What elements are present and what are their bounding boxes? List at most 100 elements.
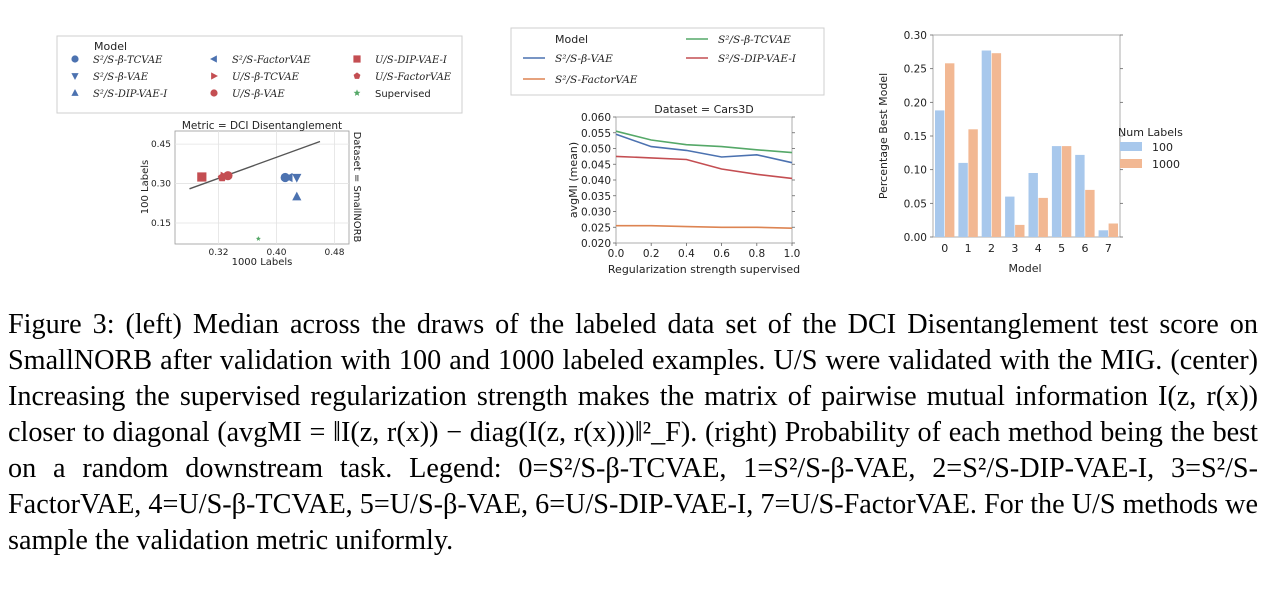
legend-marker-0 <box>71 55 79 63</box>
line-xtick: 0.2 <box>643 248 660 260</box>
line-xtick: 1.0 <box>784 248 801 260</box>
line-ytick: 0.040 <box>581 175 611 187</box>
bar-1000-2 <box>991 53 1002 238</box>
bar-legend-label-0: 100 <box>1152 141 1173 154</box>
legend-label-2: S²/S-DIP-VAE-I <box>93 89 168 100</box>
line-title: Dataset = Cars3D <box>654 103 753 116</box>
best-model-bar-chart: 0.00 0.05 0.10 0.15 0.20 0.25 0.30 0 1 2 3 4 5 6 7 Mod… <box>877 30 1183 275</box>
legend-label-8: Supervised <box>375 89 431 100</box>
bar-100-4 <box>1028 173 1038 237</box>
bar-ytick: 0.00 <box>904 232 927 244</box>
bar-xtick: 5 <box>1058 242 1065 255</box>
scatter-ytick: 0.30 <box>151 180 171 190</box>
bar-xtick: 3 <box>1011 242 1018 255</box>
line-ytick: 0.045 <box>581 159 611 171</box>
scatter-xtick: 0.40 <box>266 248 286 258</box>
bar-legend-label-1: 1000 <box>1152 158 1180 171</box>
scatter-ytick: 0.15 <box>151 219 171 229</box>
bar-100-7 <box>1098 230 1108 237</box>
bar-legend-title: Num Labels <box>1118 126 1183 139</box>
bar-1000-5 <box>1061 146 1072 237</box>
line-xtick: 0.4 <box>678 248 695 260</box>
legend-label-1: S²/S-β-VAE <box>93 72 149 83</box>
line-xtick: 0.0 <box>608 248 625 260</box>
legend-label-0: S²/S-β-TCVAE <box>93 55 163 66</box>
line-xlabel: Regularization strength supervised <box>608 263 800 276</box>
scatter-title: Metric = DCI Disentanglement <box>182 120 342 132</box>
line-xtick: 0.8 <box>748 248 765 260</box>
line-tick-labels: 0.0 0.2 0.4 0.6 0.8 1.0 0.020 0.025 0.030 0.035 0.… <box>581 112 800 260</box>
legend-marker-1 <box>71 73 79 80</box>
bar-100-5 <box>1051 146 1062 237</box>
legend-marker-7 <box>353 72 361 79</box>
bar-xtick: 1 <box>965 242 972 255</box>
legend-marker-8 <box>353 89 361 96</box>
bar-ytick: 0.15 <box>904 131 927 143</box>
bar-xtick: 2 <box>988 242 995 255</box>
bar-ytick: 0.25 <box>904 64 927 76</box>
line-xtick: 0.6 <box>713 248 730 260</box>
scatter-point-8 <box>255 236 261 241</box>
bar-1000-1 <box>968 129 978 237</box>
line-series-0 <box>615 133 793 164</box>
scatter-legend-frame <box>56 35 463 114</box>
line-legend-label-2: S²/S-FactorVAE <box>555 74 638 86</box>
scatter-side-label: Dataset = SmallNORB <box>351 132 362 243</box>
line-ytick: 0.055 <box>581 128 611 140</box>
line-ytick: 0.035 <box>581 191 611 203</box>
line-ytick: 0.050 <box>581 144 611 156</box>
scatter-xlabel: 1000 Labels <box>232 257 293 268</box>
scatter-tick-labels: 0.32 0.40 0.48 0.15 0.30 0.45 <box>151 140 345 258</box>
bar-1000-6 <box>1085 189 1095 237</box>
scatter-legend: S²/S-β-TCVAE S²/S-β-VAE S²/S-DIP-VAE-I S²/S… <box>71 55 452 100</box>
bar-100-1 <box>958 162 968 237</box>
line-ytick: 0.030 <box>581 207 611 219</box>
scatter-ytick: 0.45 <box>151 140 171 150</box>
bar-100-3 <box>1005 196 1015 237</box>
line-ytick: 0.020 <box>581 238 611 250</box>
scatter-xtick: 0.48 <box>324 248 344 258</box>
line-legend-label-0: S²/S-β-VAE <box>555 53 613 65</box>
scatter-point-6 <box>197 172 207 182</box>
line-plot-area <box>615 116 793 244</box>
legend-marker-5 <box>210 89 218 97</box>
line-series-2 <box>616 224 793 229</box>
scatter-point-7 <box>217 172 227 182</box>
bar-xlabel: Model <box>1008 262 1041 275</box>
scatter-point-2 <box>292 191 302 201</box>
legend-label-4: U/S-β-TCVAE <box>232 72 300 83</box>
bar-100-0 <box>935 110 945 237</box>
scatter-trend-line <box>189 140 321 190</box>
line-legend-label-1: S²/S-β-TCVAE <box>718 34 791 46</box>
legend-label-5: U/S-β-VAE <box>232 89 285 100</box>
scatter-legend-title: Model <box>94 40 127 53</box>
legend-marker-4 <box>211 72 218 80</box>
scatter-point-3 <box>283 172 293 183</box>
bar-xtick: 7 <box>1105 242 1112 255</box>
legend-label-6: U/S-DIP-VAE-I <box>375 55 448 66</box>
legend-label-7: U/S-FactorVAE <box>375 72 452 83</box>
bar-ytick: 0.20 <box>904 97 927 109</box>
line-legend-frame <box>510 27 825 96</box>
scatter-ylabel: 100 Labels <box>140 160 151 214</box>
scatter-point-1 <box>292 173 302 183</box>
bar-xtick: 4 <box>1035 242 1042 255</box>
bar-ylabel: Percentage Best Model <box>877 73 890 199</box>
line-ytick: 0.060 <box>581 112 611 124</box>
scatter-points <box>197 171 302 241</box>
avgmi-line-chart: Model S²/S-β-VAE S²/S-β-TCVAE S²/S-FactorV… <box>510 27 825 276</box>
legend-marker-3 <box>210 55 217 63</box>
legend-label-3: S²/S-FactorVAE <box>232 55 311 66</box>
bar-tick-labels: 0.00 0.05 0.10 0.15 0.20 0.25 0.30 0 1 2 3 4 5 6 7 <box>904 30 1123 255</box>
bar-1000-3 <box>1015 224 1025 237</box>
legend-marker-6 <box>353 55 361 63</box>
line-legend: S²/S-β-VAE S²/S-β-TCVAE S²/S-FactorVAE S²/S… <box>523 34 797 86</box>
bar-legend-swatch-0 <box>1120 142 1142 151</box>
bar-1000-7 <box>1108 223 1118 237</box>
scatter-xtick: 0.32 <box>208 248 228 258</box>
bar-100-6 <box>1075 154 1085 237</box>
line-ytick: 0.025 <box>581 222 611 234</box>
figure-caption: Figure 3: (left) Median across the draws… <box>8 309 1259 556</box>
bar-ytick: 0.30 <box>904 30 927 42</box>
line-legend-title: Model <box>555 33 588 46</box>
